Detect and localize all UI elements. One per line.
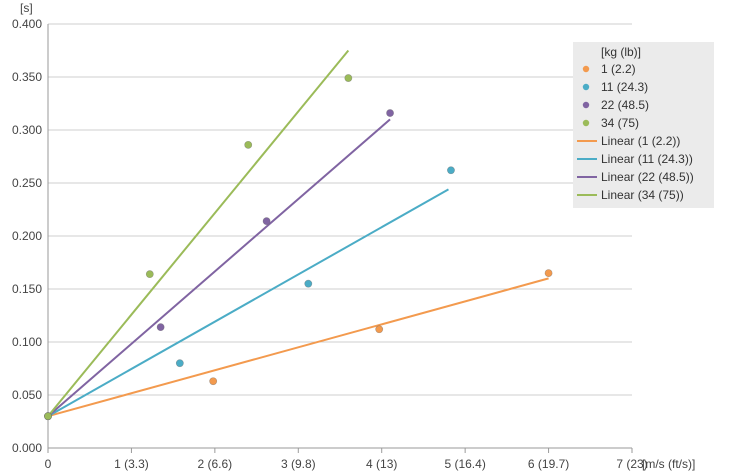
legend-marker: [582, 83, 590, 91]
y-tick-label: 0.350: [12, 70, 42, 84]
data-point-series-4: [44, 412, 52, 421]
x-tick-label: 0: [45, 457, 52, 471]
legend-title: [kg (lb)]: [601, 45, 641, 59]
legend-label: Linear (1 (2.2)): [601, 134, 680, 148]
trend-line-2: [47, 188, 449, 418]
y-tick-label: 0.200: [12, 229, 42, 243]
x-axis-label: [m/s (ft/s)]: [642, 457, 695, 471]
legend-background: [573, 42, 714, 208]
data-point-series-1: [544, 269, 553, 277]
y-tick-label: 0.000: [12, 441, 42, 455]
legend-label: 34 (75): [601, 116, 639, 130]
axes: [47, 24, 633, 453]
legend-label: 22 (48.5): [601, 98, 649, 112]
y-tick-label: 0.150: [12, 282, 42, 296]
legend-label: 11 (24.3): [601, 80, 648, 94]
data-point-series-2: [175, 359, 184, 368]
legend-marker: [582, 119, 590, 127]
y-axis-label: [s]: [20, 1, 33, 15]
data-point-series-3: [262, 217, 271, 226]
grid-lines: [48, 23, 632, 396]
x-tick-label: 5 (16.4): [444, 457, 485, 471]
legend-items: 1 (2.2) 11 (24.3) 22 (48.5) 34 (75) Linear (…: [577, 62, 694, 202]
trend-lines: [47, 49, 549, 418]
trend-line-1: [47, 277, 549, 418]
y-tick-label: 0.050: [12, 388, 42, 402]
data-point-series-3: [386, 109, 394, 117]
y-tick-label: 0.100: [12, 335, 42, 349]
legend-label: Linear (34 (75)): [601, 188, 684, 202]
y-tick-label: 0.250: [12, 176, 42, 190]
data-point-series-4: [344, 74, 353, 82]
data-point-series-1: [209, 377, 218, 386]
data-point-series-1: [375, 325, 384, 334]
data-point-series-4: [244, 140, 253, 149]
x-tick-label: 1 (3.3): [114, 457, 149, 471]
legend: [kg (lb)] 1 (2.2) 11 (24.3) 22 (48.5) 34 (7…: [573, 42, 714, 208]
data-point-series-2: [304, 279, 313, 288]
legend-marker: [582, 65, 590, 73]
y-tick-label: 0.400: [12, 17, 42, 31]
x-tick-label: 7 (23): [616, 457, 647, 471]
legend-marker: [582, 101, 590, 109]
legend-label: Linear (22 (48.5)): [601, 170, 694, 184]
x-tick-label: 6 (19.7): [528, 457, 569, 471]
legend-label: 1 (2.2): [601, 62, 636, 76]
trend-line-3: [47, 118, 391, 417]
data-point-series-4: [145, 270, 154, 279]
data-points: [44, 74, 553, 421]
trend-line-4: [47, 49, 350, 417]
x-tick-label: 2 (6.6): [198, 457, 233, 471]
data-point-series-2: [447, 166, 455, 175]
data-point-series-3: [156, 323, 165, 332]
y-tick-labels: 0.000 0.050 0.100 0.150 0.200 0.250 0.300 0.350…: [12, 17, 42, 455]
x-tick-label: 4 (13): [366, 457, 397, 471]
y-tick-label: 0.300: [12, 123, 42, 137]
legend-label: Linear (11 (24.3)): [601, 152, 693, 166]
x-tick-label: 3 (9.8): [281, 457, 316, 471]
x-tick-labels: 0 1 (3.3) 2 (6.6) 3 (9.8) 4 (13) 5 (16.4) 6 (1…: [45, 457, 648, 471]
